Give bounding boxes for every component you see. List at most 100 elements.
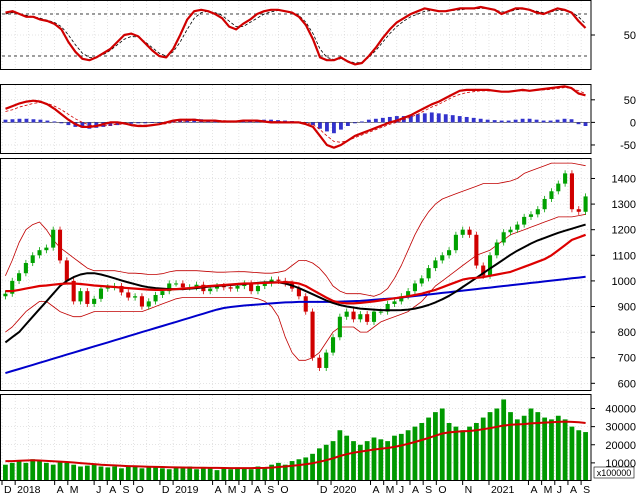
- macd-histogram-bar: [318, 122, 322, 129]
- macd-histogram-bar: [24, 118, 29, 123]
- y-tick-label: 1400: [612, 173, 636, 185]
- volume-bar: [9, 462, 15, 480]
- candle-body: [44, 247, 49, 251]
- volume-bar: [146, 467, 152, 480]
- volume-bar: [576, 430, 582, 480]
- macd-histogram-bar: [59, 122, 64, 124]
- macd-histogram-bar: [108, 122, 113, 126]
- volume-bar: [30, 459, 36, 480]
- candle-body: [30, 255, 35, 263]
- candle-body: [453, 234, 458, 251]
- y-tick-label: 1000: [612, 276, 636, 288]
- y-tick-label: 20000: [605, 440, 636, 452]
- volume-bar: [344, 435, 350, 480]
- candle-body: [92, 298, 97, 304]
- candle-body: [494, 242, 499, 256]
- candle-body: [440, 255, 445, 261]
- candle-body: [419, 278, 424, 284]
- macd-histogram-bar: [366, 119, 371, 123]
- volume-bar: [132, 465, 138, 480]
- macd-histogram-bar: [45, 120, 50, 123]
- y-tick-label: 1200: [612, 225, 636, 237]
- x-tick-label: A: [530, 484, 537, 495]
- candle-body: [515, 224, 520, 230]
- macd-histogram-bar: [534, 119, 539, 123]
- macd-histogram-bar: [485, 119, 490, 123]
- candle-body: [105, 287, 110, 289]
- volume-bar: [433, 412, 438, 480]
- x-tick-label: A: [57, 484, 64, 495]
- volume-bar: [514, 419, 520, 480]
- candle-body: [487, 255, 493, 276]
- volume-bar: [269, 464, 274, 480]
- volume-bar: [583, 432, 588, 480]
- volume-bar: [473, 423, 479, 480]
- candle-body: [371, 311, 377, 322]
- x-tick-label: J: [399, 484, 404, 495]
- volume-bar: [446, 423, 452, 480]
- candle-body: [180, 283, 185, 288]
- volume-bar: [262, 467, 268, 480]
- candle-body: [317, 357, 322, 368]
- moving-average-blue: [5, 275, 586, 375]
- candle-body: [64, 260, 69, 281]
- candle-body: [10, 280, 15, 294]
- macd-histogram-bar: [269, 119, 273, 123]
- x-tick-label: J: [557, 484, 562, 495]
- candle-body: [528, 214, 534, 217]
- y-tick-label: 700: [618, 353, 636, 365]
- macd-histogram-bar: [311, 122, 315, 126]
- volume-bar: [282, 464, 288, 480]
- macd-histogram-bar: [17, 118, 22, 123]
- x-tick-label: M: [386, 484, 395, 495]
- volume-bar: [105, 467, 111, 480]
- macd-line: [5, 85, 586, 149]
- volume-bar: [385, 441, 391, 480]
- volume-bar: [78, 466, 83, 480]
- volume-bar: [235, 467, 240, 480]
- macd-histogram-bar: [415, 114, 420, 123]
- macd-histogram-bar: [66, 122, 71, 126]
- candle-body: [139, 296, 144, 307]
- macd-histogram-bar: [332, 122, 336, 134]
- volume-bar: [480, 417, 486, 480]
- x-tick-label: O: [438, 484, 446, 495]
- candle-body: [221, 286, 226, 288]
- volume-bar: [562, 419, 568, 480]
- candle-body: [160, 291, 165, 295]
- x-tick-label: O: [136, 484, 144, 495]
- macd-histogram-bar: [443, 114, 448, 123]
- candle-body: [576, 209, 581, 212]
- macd-histogram-bar: [506, 120, 511, 123]
- y-tick-label: -50: [620, 140, 636, 152]
- volume-bar: [276, 462, 281, 480]
- volume-bar: [139, 468, 145, 480]
- x-tick-label: 2020: [333, 484, 357, 495]
- candle-body: [119, 286, 124, 293]
- volume-bar: [467, 426, 472, 480]
- x-tick-label: N: [465, 484, 473, 495]
- x-tick-label: 2019: [175, 484, 199, 495]
- x-tick-label: 2021: [491, 484, 515, 495]
- macd-histogram-bar: [520, 118, 525, 123]
- macd-histogram-bar: [136, 122, 141, 124]
- candle-body: [208, 288, 213, 292]
- candle-body: [501, 232, 506, 243]
- macd-histogram-bar: [359, 121, 364, 123]
- volume-bar: [289, 461, 295, 480]
- x-tick-label: A: [412, 484, 419, 495]
- volume-bar: [555, 415, 561, 480]
- macd-histogram-bar: [583, 122, 588, 126]
- volume-bar: [180, 468, 186, 480]
- candle-body: [474, 234, 479, 266]
- volume-bar: [3, 464, 8, 480]
- unit-box: [593, 466, 635, 479]
- candle-body: [37, 250, 42, 256]
- y-tick-label: 900: [618, 302, 636, 314]
- x-tick-label: S: [583, 484, 590, 495]
- volume-bar: [194, 469, 199, 480]
- macd-histogram-bar: [345, 122, 350, 126]
- x-tick-label: S: [267, 484, 274, 495]
- macd-histogram-bar: [150, 122, 155, 123]
